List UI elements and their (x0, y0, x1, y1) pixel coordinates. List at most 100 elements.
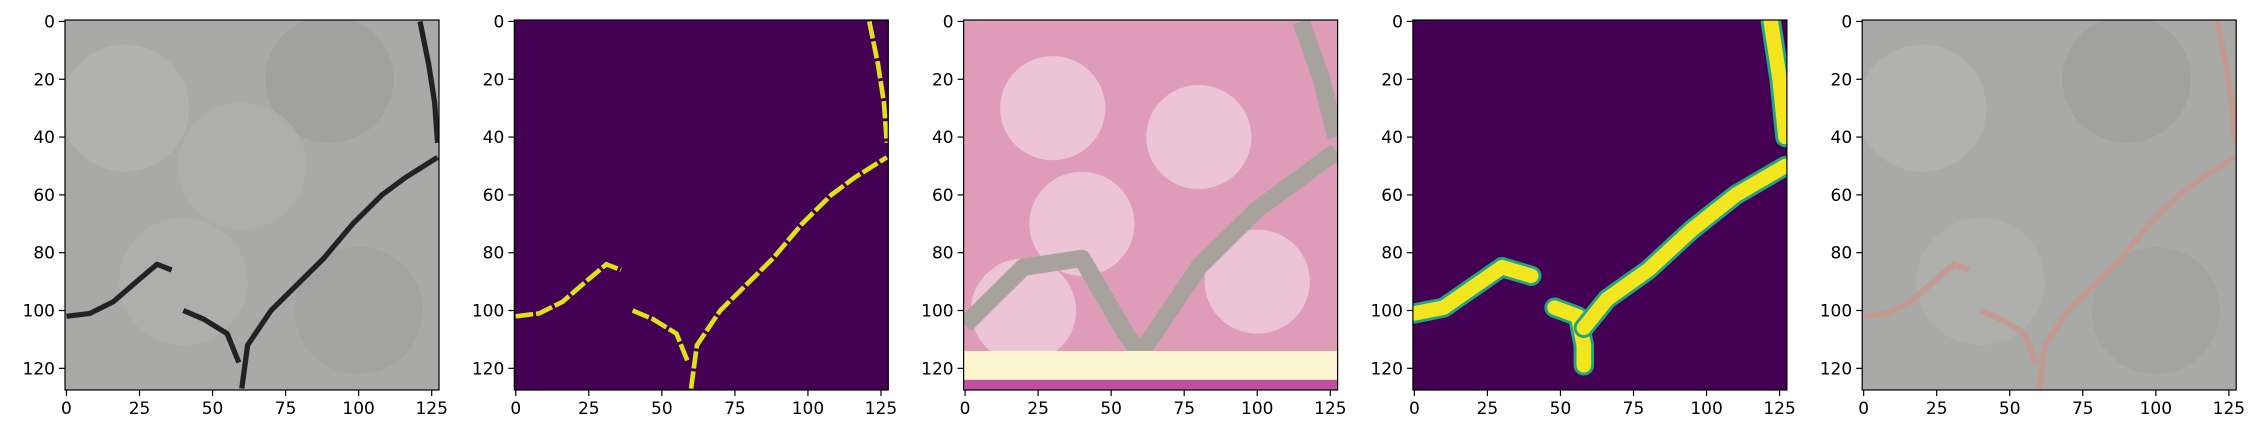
texture (1204, 229, 1310, 334)
y-tick-label: 60 (1831, 186, 1853, 206)
image (1862, 20, 2237, 390)
x-tick-label: 0 (510, 399, 521, 419)
axes-frame (513, 19, 889, 391)
x-tick-label: 125 (415, 399, 447, 419)
crack (66, 261, 173, 319)
y-tick-label: 20 (1381, 70, 1403, 90)
y-tick-label: 60 (33, 186, 55, 206)
x-tick-label: 75 (1623, 399, 1645, 419)
y-tick-label: 60 (483, 186, 505, 206)
crack (239, 155, 439, 389)
y-tick-label: 120 (921, 359, 953, 379)
y-tick-label: 80 (33, 244, 55, 264)
x-tick-label: 50 (1550, 399, 1572, 419)
x-tick-label: 100 (1690, 399, 1722, 419)
crack-mask (867, 20, 889, 144)
x-tick-label: 50 (1100, 399, 1122, 419)
texture (177, 102, 307, 230)
x-tick-label: 0 (61, 399, 72, 419)
bottom-band (963, 350, 1338, 380)
panel: 0 25 50 75 100 125 0 20 40 60 80 100 120 (23, 12, 448, 419)
y-tick-label: 80 (1381, 244, 1403, 264)
image (514, 20, 889, 390)
x-tick-label: 25 (1477, 399, 1499, 419)
overlay (1979, 307, 2039, 364)
y-tick-label: 60 (1381, 186, 1403, 206)
y-tick-label: 0 (943, 12, 954, 32)
x-tick-label: 0 (960, 399, 971, 419)
image-background (514, 20, 889, 390)
texture (1000, 56, 1106, 161)
y-tick-label: 0 (493, 12, 504, 32)
y-tick-label: 80 (932, 244, 954, 264)
x-tick-label: 125 (2213, 399, 2245, 419)
y-tick-label: 40 (33, 128, 55, 148)
y-tick-label: 80 (483, 244, 505, 264)
texture (1862, 44, 1987, 172)
x-tick-label: 100 (792, 399, 824, 419)
crack (417, 20, 439, 144)
y-tick-label: 100 (921, 302, 953, 322)
image (65, 20, 439, 390)
prediction (1576, 158, 1787, 336)
image (963, 20, 1338, 390)
x-tick-label: 50 (202, 399, 224, 419)
y-tick-label: 40 (932, 128, 954, 148)
x-tick-label: 25 (1027, 399, 1049, 419)
texture (1916, 218, 2045, 346)
x-tick-label: 75 (724, 399, 746, 419)
overlay (2036, 154, 2237, 389)
texture (1029, 171, 1135, 276)
texture (2062, 20, 2191, 143)
y-tick-label: 40 (1381, 128, 1403, 148)
x-tick-label: 50 (651, 399, 673, 419)
y-tick-label: 20 (1831, 70, 1853, 90)
x-tick-label: 125 (865, 399, 897, 419)
axes-frame (962, 19, 1339, 391)
panel: 0 25 50 75 100 125 0 20 40 60 80 100 120 (1370, 12, 1795, 419)
texture (119, 218, 248, 346)
panel: 0 25 50 75 100 125 0 20 40 60 80 100 120 (1820, 12, 2245, 419)
y-tick-label: 100 (472, 302, 504, 322)
y-tick-label: 120 (1370, 359, 1402, 379)
crack-mask (631, 308, 691, 364)
prediction (1412, 259, 1539, 321)
x-tick-label: 75 (275, 399, 297, 419)
y-tick-label: 80 (1831, 244, 1853, 264)
x-tick-label: 75 (1173, 399, 1195, 419)
axes-frame (64, 19, 440, 391)
overlay (2214, 20, 2237, 144)
axes-frame (1861, 19, 2237, 391)
y-tick-label: 100 (1820, 302, 1852, 322)
texture (294, 246, 423, 375)
y-tick-label: 20 (33, 70, 55, 90)
y-tick-label: 40 (483, 128, 505, 148)
y-tick-label: 120 (1820, 359, 1852, 379)
crack-mask (688, 155, 889, 389)
image (1412, 20, 1787, 390)
x-tick-label: 50 (1999, 399, 2021, 419)
texture (2091, 246, 2221, 375)
y-tick-label: 100 (23, 302, 55, 322)
y-tick-label: 0 (1841, 12, 1852, 32)
x-tick-label: 75 (2072, 399, 2094, 419)
x-tick-label: 100 (342, 399, 374, 419)
texture (65, 44, 190, 172)
x-tick-label: 0 (1858, 399, 1869, 419)
crack-mask (515, 261, 622, 319)
x-tick-label: 125 (1763, 399, 1795, 419)
x-tick-label: 0 (1409, 399, 1420, 419)
y-tick-label: 120 (472, 359, 504, 379)
y-tick-label: 0 (44, 12, 55, 32)
bottom-edge (963, 379, 1338, 390)
prediction (1763, 20, 1787, 145)
x-tick-label: 25 (1926, 399, 1948, 419)
crack (182, 308, 242, 364)
x-tick-label: 125 (1314, 399, 1346, 419)
x-tick-label: 100 (2140, 399, 2172, 419)
x-tick-label: 25 (129, 399, 151, 419)
y-tick-label: 60 (932, 186, 954, 206)
stripe (963, 144, 1338, 363)
texture (265, 20, 394, 143)
